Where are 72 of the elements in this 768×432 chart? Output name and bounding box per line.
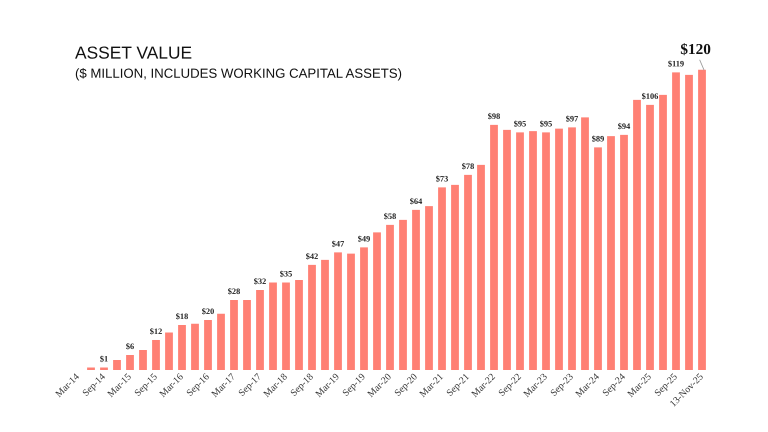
bar [321,260,329,370]
data-label: $12 [150,328,162,335]
bar [295,280,303,370]
bar [516,132,524,370]
bar [620,134,628,370]
data-label: $98 [488,112,500,120]
bar [282,282,290,370]
bar [204,320,212,370]
bar [230,300,238,370]
bar [126,354,134,370]
bar [503,130,511,370]
bar [685,74,693,370]
data-label: $89 [592,135,604,142]
bar [269,282,277,370]
bar [412,210,420,370]
data-label: $32 [254,278,266,285]
bar [581,117,589,370]
data-label: $106 [642,92,658,100]
data-label: $28 [228,288,240,295]
bar [633,100,641,370]
chart-title: ASSET VALUE [75,46,192,59]
data-label: $18 [176,312,188,320]
bar [464,174,472,370]
data-label: $95 [540,120,552,128]
data-label: $1 [100,356,108,362]
data-label: $49 [358,235,370,242]
bar [386,224,394,370]
annotation: $120 [680,42,710,56]
bar [555,128,563,370]
data-label: $42 [306,252,318,260]
bar [113,360,121,370]
bar [256,290,264,370]
bar [347,254,355,370]
bar [178,324,186,370]
bar [490,124,498,370]
data-label: $64 [410,198,422,205]
data-label: $35 [280,270,292,278]
bar [152,340,160,370]
bar [308,264,316,370]
data-label: $119 [668,60,684,68]
bar [217,314,225,370]
chart-subtitle: ($ MILLION, INCLUDES WORKING CAPITAL ASSETS) [76,68,402,80]
bar [399,220,407,370]
data-label: $73 [436,175,448,182]
data-label: $6 [126,343,134,350]
bar [659,94,667,370]
data-label: $78 [462,162,474,170]
data-label: $47 [332,240,344,248]
bar [425,206,433,370]
bar [646,104,654,370]
bar [165,332,173,370]
bar [373,232,381,370]
bar [542,132,550,370]
bar [529,131,537,370]
bar [360,247,368,370]
bar [334,252,342,370]
data-label: $94 [618,122,630,130]
bar [477,164,485,370]
bar [698,70,706,370]
data-label: $58 [384,212,396,220]
bar [243,300,251,370]
data-label: $20 [202,308,214,315]
bar [607,136,615,370]
data-label: $97 [566,115,578,122]
bar [451,184,459,370]
bar [594,147,602,370]
bar [568,127,576,370]
bar [191,324,199,370]
data-label: $95 [514,120,526,128]
bar [438,187,446,370]
bar [139,350,147,370]
bar [672,72,680,370]
